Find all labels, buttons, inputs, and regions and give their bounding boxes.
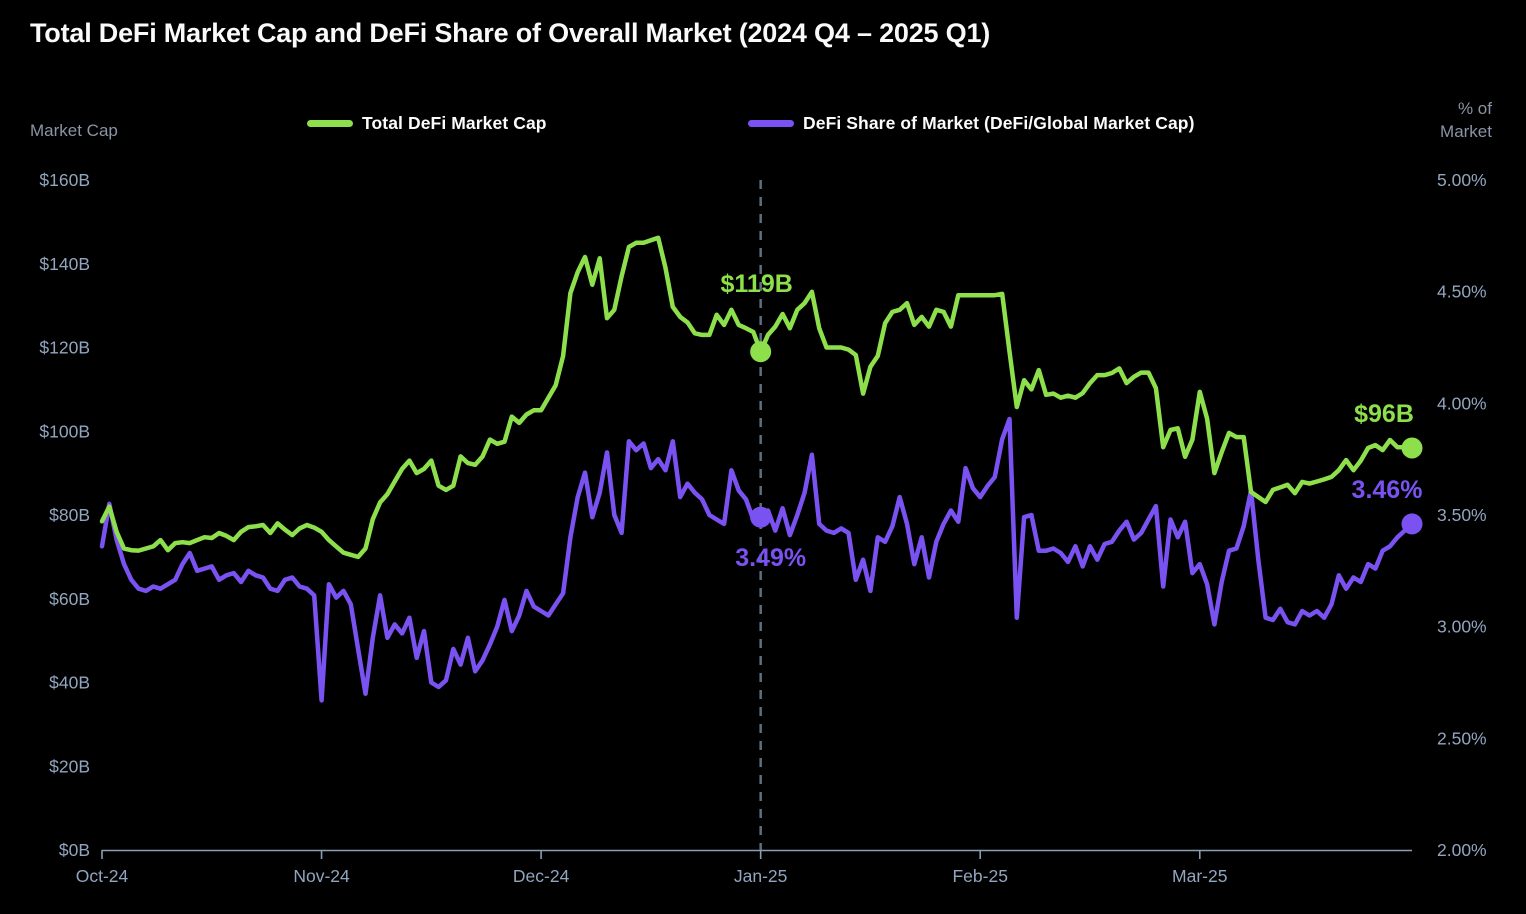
chart-title: Total DeFi Market Cap and DeFi Share of … (30, 18, 991, 48)
right-axis-tick-label: 3.00% (1437, 617, 1487, 637)
x-axis-tick-label: Oct-24 (76, 866, 129, 886)
marketcap-marker-dot (1401, 437, 1423, 459)
right-axis-tick-label: 3.50% (1437, 505, 1487, 525)
left-axis-tick-label: $100B (39, 421, 90, 441)
left-axis-tick-label: $60B (49, 589, 90, 609)
legend-item-share: DeFi Share of Market (DeFi/Global Market… (748, 113, 1195, 134)
right-axis-tick-label: 4.00% (1437, 393, 1487, 413)
x-axis-tick-label: Nov-24 (293, 866, 350, 886)
left-axis-tick-label: $140B (39, 254, 90, 274)
x-axis-tick-label: Jan-25 (734, 866, 788, 886)
x-axis-tick-label: Dec-24 (513, 866, 570, 886)
right-axis-tick-label: 2.50% (1437, 728, 1487, 748)
annotation-jan-share: 3.49% (735, 544, 807, 573)
right-axis-tick-label: 2.00% (1437, 840, 1487, 860)
right-axis-title: % of Market (1440, 97, 1492, 143)
legend-item-marketcap: Total DeFi Market Cap (307, 113, 547, 134)
left-axis-tick-label: $0B (59, 840, 90, 860)
right-axis-tick-label: 5.00% (1437, 170, 1487, 190)
left-axis-tick-label: $160B (39, 170, 90, 190)
annotation-end-marketcap: $96B (1354, 400, 1414, 428)
right-axis-tick-label: 4.50% (1437, 282, 1487, 302)
share-marker-dot (750, 506, 772, 528)
right-axis-title-line1: % of (1457, 99, 1492, 118)
legend-label-marketcap: Total DeFi Market Cap (362, 113, 547, 133)
annotation-end-share: 3.46% (1351, 475, 1423, 504)
left-axis-tick-label: $40B (49, 673, 90, 693)
right-axis-title-line2: Market (1440, 122, 1492, 141)
marketcap-marker-dot (750, 341, 772, 363)
left-axis-tick-label: $20B (49, 756, 90, 776)
left-axis-tick-label: $120B (39, 338, 90, 358)
x-axis-tick-label: Feb-25 (952, 866, 1007, 886)
annotation-jan-marketcap: $119B (720, 269, 793, 298)
left-axis-tick-label: $80B (49, 505, 90, 525)
x-axis-tick-label: Mar-25 (1172, 866, 1227, 886)
legend-line-swatch-green-icon (307, 120, 353, 127)
left-axis-title: Market Cap (30, 121, 118, 140)
share-marker-dot (1401, 513, 1423, 535)
legend-label-share: DeFi Share of Market (DeFi/Global Market… (803, 113, 1195, 133)
legend-line-swatch-purple-icon (748, 120, 794, 127)
